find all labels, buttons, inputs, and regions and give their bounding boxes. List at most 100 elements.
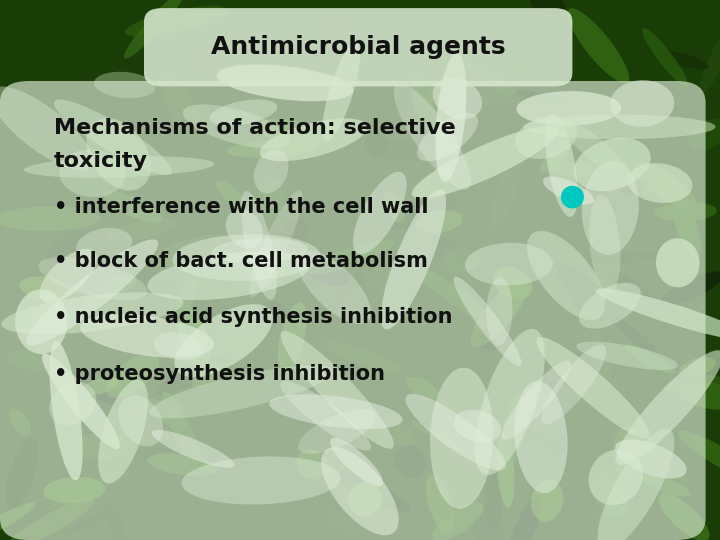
Ellipse shape — [63, 193, 99, 235]
Ellipse shape — [613, 426, 642, 480]
Ellipse shape — [70, 378, 153, 413]
Ellipse shape — [656, 224, 709, 237]
Text: • interference with the cell wall: • interference with the cell wall — [54, 197, 428, 217]
Ellipse shape — [6, 437, 38, 510]
Ellipse shape — [543, 177, 594, 205]
Ellipse shape — [269, 394, 402, 429]
Ellipse shape — [471, 329, 500, 350]
Ellipse shape — [541, 345, 606, 424]
Ellipse shape — [62, 509, 118, 536]
Ellipse shape — [365, 132, 389, 158]
Ellipse shape — [296, 449, 327, 480]
Ellipse shape — [493, 267, 533, 299]
Ellipse shape — [227, 139, 318, 158]
Ellipse shape — [620, 433, 689, 484]
Ellipse shape — [266, 180, 302, 207]
Ellipse shape — [640, 474, 690, 497]
Ellipse shape — [86, 118, 150, 191]
Text: Antimicrobial agents: Antimicrobial agents — [211, 35, 505, 59]
Ellipse shape — [258, 175, 284, 217]
FancyBboxPatch shape — [144, 8, 572, 86]
Ellipse shape — [50, 341, 83, 481]
Ellipse shape — [153, 332, 204, 361]
Ellipse shape — [654, 202, 717, 221]
Ellipse shape — [106, 498, 127, 540]
Ellipse shape — [582, 70, 611, 117]
Ellipse shape — [315, 174, 338, 224]
Ellipse shape — [103, 191, 162, 222]
Ellipse shape — [567, 8, 629, 83]
Ellipse shape — [210, 99, 277, 125]
Ellipse shape — [102, 273, 136, 294]
Ellipse shape — [598, 429, 675, 540]
Ellipse shape — [199, 270, 223, 345]
Ellipse shape — [558, 265, 604, 313]
Ellipse shape — [624, 344, 675, 374]
Ellipse shape — [183, 105, 290, 148]
Ellipse shape — [117, 159, 160, 173]
Ellipse shape — [1, 292, 184, 334]
Ellipse shape — [395, 446, 426, 477]
Ellipse shape — [167, 267, 197, 320]
Ellipse shape — [81, 377, 119, 395]
Text: Mechanisms of action: selective: Mechanisms of action: selective — [54, 118, 456, 138]
Text: • block of bact. cell metabolism: • block of bact. cell metabolism — [54, 251, 428, 271]
Ellipse shape — [81, 284, 117, 344]
Ellipse shape — [143, 398, 188, 430]
Ellipse shape — [149, 365, 333, 418]
Ellipse shape — [173, 234, 320, 281]
Ellipse shape — [529, 0, 566, 15]
Ellipse shape — [394, 83, 471, 190]
Ellipse shape — [153, 235, 230, 266]
Ellipse shape — [627, 163, 693, 203]
Ellipse shape — [297, 251, 371, 324]
Ellipse shape — [497, 433, 515, 508]
Ellipse shape — [589, 195, 621, 294]
Ellipse shape — [19, 276, 71, 301]
Ellipse shape — [436, 53, 467, 183]
Ellipse shape — [486, 278, 513, 346]
Ellipse shape — [415, 267, 491, 322]
Ellipse shape — [9, 408, 31, 435]
Ellipse shape — [426, 238, 480, 263]
Ellipse shape — [212, 238, 308, 263]
Ellipse shape — [130, 269, 210, 309]
Ellipse shape — [610, 80, 675, 127]
Ellipse shape — [124, 0, 184, 59]
Ellipse shape — [148, 453, 217, 476]
Ellipse shape — [106, 218, 178, 242]
Ellipse shape — [298, 409, 376, 454]
Ellipse shape — [656, 50, 708, 69]
Ellipse shape — [124, 53, 158, 78]
Ellipse shape — [338, 241, 391, 301]
Ellipse shape — [463, 63, 517, 96]
Ellipse shape — [54, 99, 172, 175]
Ellipse shape — [321, 447, 399, 535]
Ellipse shape — [465, 243, 553, 286]
Ellipse shape — [391, 198, 459, 228]
Ellipse shape — [348, 482, 382, 517]
Ellipse shape — [579, 283, 641, 329]
Ellipse shape — [156, 310, 189, 335]
Ellipse shape — [516, 91, 621, 126]
Ellipse shape — [6, 498, 95, 540]
Ellipse shape — [511, 90, 590, 109]
Ellipse shape — [38, 257, 148, 300]
Ellipse shape — [514, 381, 567, 493]
Ellipse shape — [281, 331, 394, 449]
Ellipse shape — [330, 468, 411, 513]
Ellipse shape — [323, 341, 402, 374]
Ellipse shape — [504, 407, 541, 428]
Ellipse shape — [428, 84, 464, 113]
Ellipse shape — [410, 78, 438, 136]
Ellipse shape — [523, 114, 716, 139]
Ellipse shape — [148, 251, 310, 300]
Ellipse shape — [46, 470, 132, 511]
Ellipse shape — [71, 433, 129, 460]
Text: toxicity: toxicity — [54, 151, 148, 171]
Ellipse shape — [660, 272, 720, 306]
Ellipse shape — [549, 161, 602, 178]
Ellipse shape — [574, 138, 651, 191]
Ellipse shape — [621, 283, 644, 353]
Ellipse shape — [415, 210, 462, 233]
